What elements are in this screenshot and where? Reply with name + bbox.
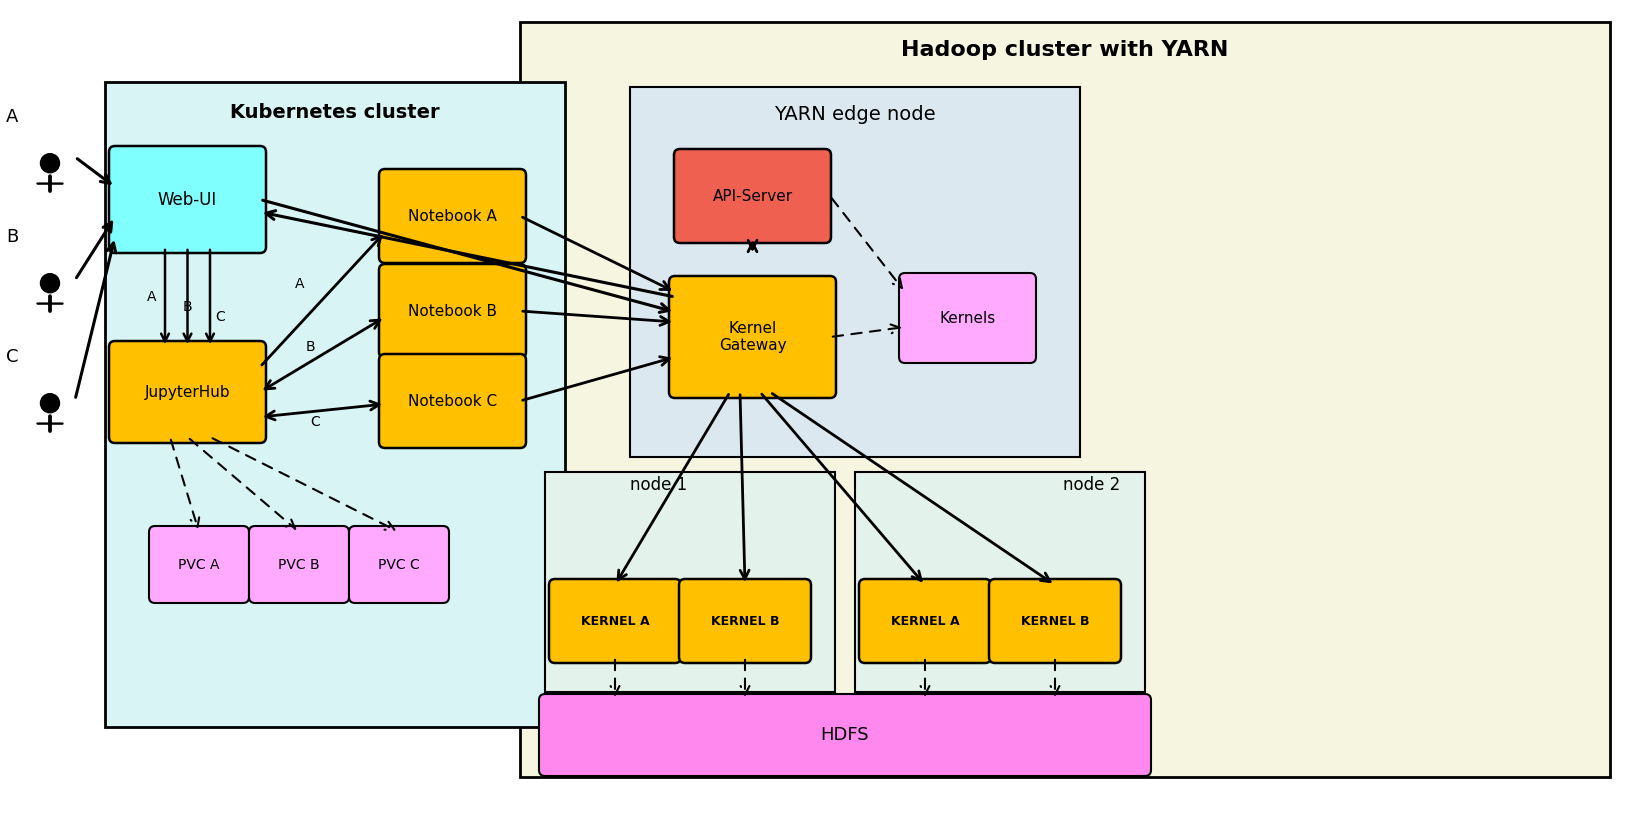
Circle shape <box>41 274 59 293</box>
Text: PVC C: PVC C <box>379 557 419 571</box>
Text: A: A <box>147 290 157 304</box>
FancyBboxPatch shape <box>379 169 526 263</box>
Text: KERNEL B: KERNEL B <box>1020 615 1089 627</box>
Text: JupyterHub: JupyterHub <box>145 385 230 399</box>
Text: A: A <box>7 108 18 126</box>
Text: API-Server: API-Server <box>713 188 793 204</box>
Text: Hadoop cluster with YARN: Hadoop cluster with YARN <box>901 40 1229 60</box>
Text: Notebook B: Notebook B <box>408 303 498 318</box>
FancyBboxPatch shape <box>899 273 1036 363</box>
Circle shape <box>41 394 59 413</box>
FancyBboxPatch shape <box>539 694 1151 776</box>
Text: Notebook A: Notebook A <box>408 209 496 224</box>
Text: C: C <box>310 415 320 429</box>
Text: Web-UI: Web-UI <box>158 191 217 209</box>
Text: KERNEL B: KERNEL B <box>712 615 778 627</box>
Text: B: B <box>7 228 18 246</box>
Text: Notebook C: Notebook C <box>408 394 498 409</box>
FancyBboxPatch shape <box>674 149 831 243</box>
Text: Kernel
Gateway: Kernel Gateway <box>718 321 787 353</box>
FancyBboxPatch shape <box>250 526 349 603</box>
Bar <box>104 82 565 727</box>
Text: B: B <box>305 340 315 354</box>
Text: KERNEL A: KERNEL A <box>891 615 960 627</box>
Bar <box>630 87 1080 457</box>
FancyBboxPatch shape <box>858 579 991 663</box>
Bar <box>545 472 836 692</box>
Text: node 2: node 2 <box>1062 476 1120 494</box>
FancyBboxPatch shape <box>109 341 266 443</box>
Text: node 1: node 1 <box>630 476 687 494</box>
Text: B: B <box>183 300 193 314</box>
FancyBboxPatch shape <box>379 264 526 358</box>
Text: C: C <box>215 310 225 324</box>
FancyBboxPatch shape <box>669 276 836 398</box>
FancyBboxPatch shape <box>379 354 526 448</box>
Text: KERNEL A: KERNEL A <box>581 615 650 627</box>
Text: HDFS: HDFS <box>821 726 870 744</box>
FancyBboxPatch shape <box>679 579 811 663</box>
FancyBboxPatch shape <box>349 526 449 603</box>
Bar <box>521 22 1611 777</box>
FancyBboxPatch shape <box>149 526 250 603</box>
Text: Kernels: Kernels <box>940 311 996 326</box>
Circle shape <box>41 154 59 173</box>
Bar <box>855 472 1146 692</box>
FancyBboxPatch shape <box>989 579 1121 663</box>
Text: A: A <box>295 277 305 291</box>
FancyBboxPatch shape <box>109 146 266 253</box>
Text: Kubernetes cluster: Kubernetes cluster <box>230 103 439 122</box>
Text: YARN edge node: YARN edge node <box>774 104 935 123</box>
Text: C: C <box>7 348 18 366</box>
FancyBboxPatch shape <box>548 579 681 663</box>
Text: PVC A: PVC A <box>178 557 220 571</box>
Text: PVC B: PVC B <box>277 557 320 571</box>
